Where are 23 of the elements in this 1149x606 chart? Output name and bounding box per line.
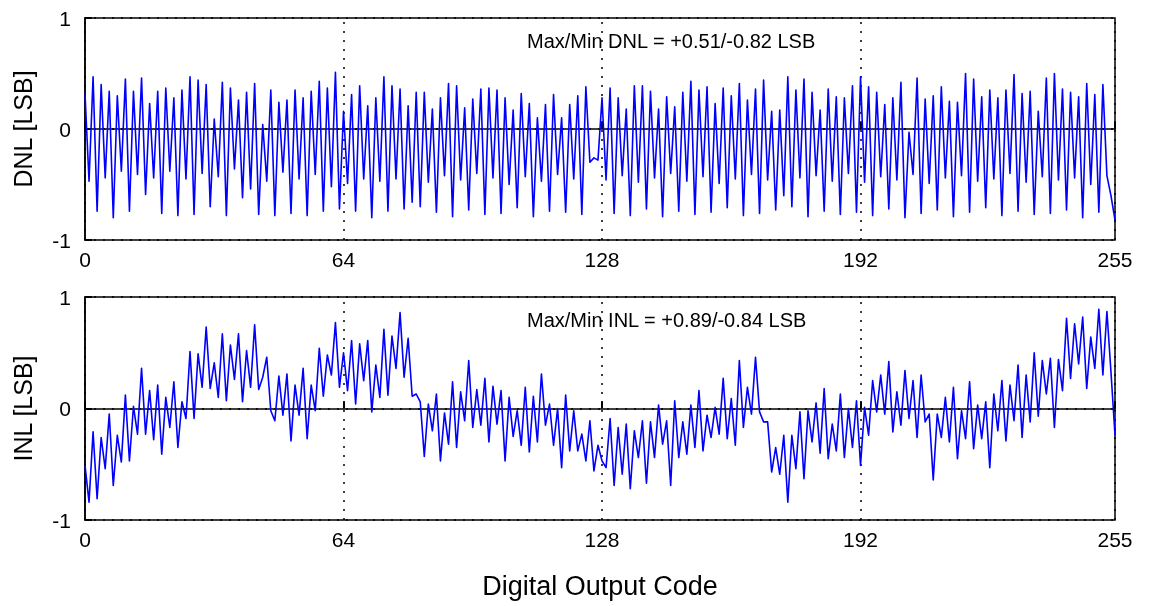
x-tick-label: 0 [79,248,91,271]
x-axis-title: Digital Output Code [482,570,718,601]
y-tick-label: -1 [52,228,71,252]
annotation: Max/Min DNL = +0.51/-0.82 LSB [527,30,816,52]
x-tick-label: 128 [584,528,620,551]
line-series [84,308,1116,503]
x-tick-label: 192 [843,528,879,551]
x-tick-label: 192 [843,248,879,271]
y-tick-label: 0 [59,397,71,420]
x-tick-label: 255 [1097,248,1133,271]
x-tick-label: 255 [1097,528,1133,551]
y-tick-label: -1 [52,508,71,532]
y-tick-label: 1 [59,6,71,30]
y-tick-label: 0 [59,117,71,141]
x-tick-label: 64 [331,248,356,271]
y-axis-title: INL [LSB] [8,355,37,462]
line-series [84,71,1116,221]
x-tick-label: 64 [331,528,356,551]
y-tick-label: 1 [59,285,71,309]
x-tick-label: 128 [584,248,620,271]
y-axis-title: DNL [LSB] [8,70,37,188]
annotation: Max/Min INL = +0.89/-0.84 LSB [527,309,807,331]
x-tick-label: 0 [79,528,91,551]
